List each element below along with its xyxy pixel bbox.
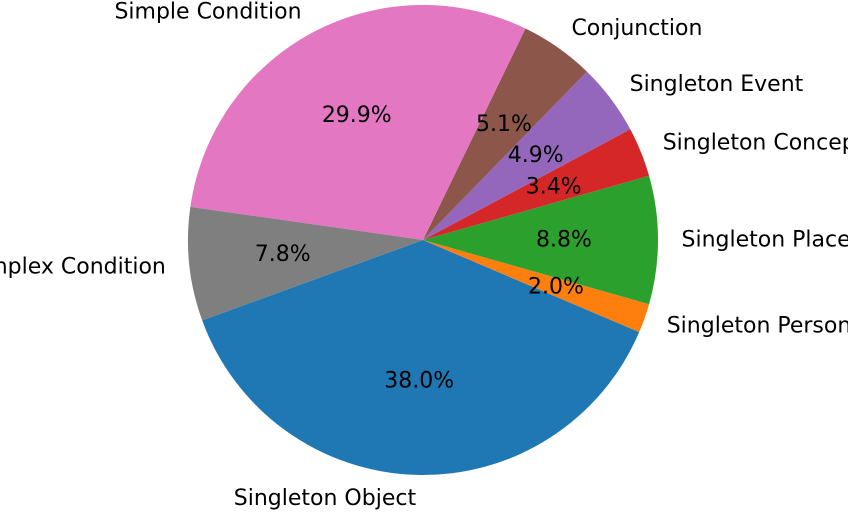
pie-slice-singleton-object bbox=[202, 240, 640, 476]
pct-label-complex-condition: 7.8% bbox=[255, 242, 311, 267]
pct-label-singleton-concept: 3.4% bbox=[526, 175, 582, 200]
pie-slice-singleton-person bbox=[423, 240, 650, 333]
pie-slices bbox=[188, 4, 659, 476]
category-label-conjunction: Conjunction bbox=[571, 16, 702, 41]
pct-label-singleton-place: 8.8% bbox=[536, 228, 592, 253]
category-label-singleton-object: Singleton Object bbox=[234, 486, 417, 511]
pct-label-singleton-event: 4.9% bbox=[508, 143, 564, 168]
category-label-singleton-person: Singleton Person bbox=[667, 314, 848, 339]
percentage-labels: 38.0% 2.0% 8.8% 3.4% 4.9% 5.1% 29.9% 7.8% bbox=[255, 103, 592, 393]
pct-label-conjunction: 5.1% bbox=[476, 112, 532, 137]
category-label-singleton-event: Singleton Event bbox=[630, 72, 804, 97]
pie-slice-singleton-place bbox=[423, 175, 659, 305]
pie-slice-complex-condition bbox=[188, 206, 423, 321]
pct-label-singleton-object: 38.0% bbox=[384, 368, 454, 393]
pie-slice-simple-condition bbox=[190, 4, 526, 241]
pct-label-simple-condition: 29.9% bbox=[322, 103, 392, 128]
category-label-singleton-place: Singleton Place bbox=[682, 228, 848, 253]
pie-slice-singleton-concept bbox=[423, 129, 650, 240]
category-label-simple-condition: Simple Condition bbox=[114, 0, 301, 24]
category-label-singleton-concept: Singleton Concept bbox=[663, 131, 848, 156]
pie-slice-conjunction bbox=[423, 28, 587, 240]
pct-label-singleton-person: 2.0% bbox=[528, 274, 584, 299]
pie-slice-singleton-event bbox=[423, 71, 631, 241]
category-label-complex-condition: Complex Condition bbox=[0, 254, 166, 279]
